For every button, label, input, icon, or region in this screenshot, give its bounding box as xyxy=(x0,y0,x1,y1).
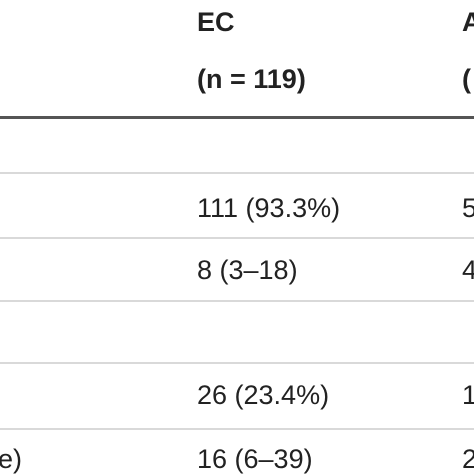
cell: 111 (93.3%) xyxy=(197,193,341,223)
column-count: (n = 119) xyxy=(197,64,306,94)
row-rule xyxy=(0,237,474,239)
cell: 16 (6–39) xyxy=(197,444,313,474)
cell: 2 xyxy=(462,444,474,474)
cell: 1 xyxy=(462,380,474,410)
row-rule xyxy=(0,300,474,302)
column-count: ( xyxy=(462,64,471,94)
cell: 26 (23.4%) xyxy=(197,380,330,410)
header-rule xyxy=(0,116,474,119)
cell: 4 xyxy=(462,255,474,285)
row-rule xyxy=(0,362,474,364)
row-rule xyxy=(0,428,474,430)
cell: 5 xyxy=(462,193,474,223)
row-label: e) xyxy=(0,444,23,474)
cell: 8 (3–18) xyxy=(197,255,298,285)
column-header: A xyxy=(462,7,474,37)
column-header: EC xyxy=(197,7,235,37)
row-rule xyxy=(0,172,474,174)
